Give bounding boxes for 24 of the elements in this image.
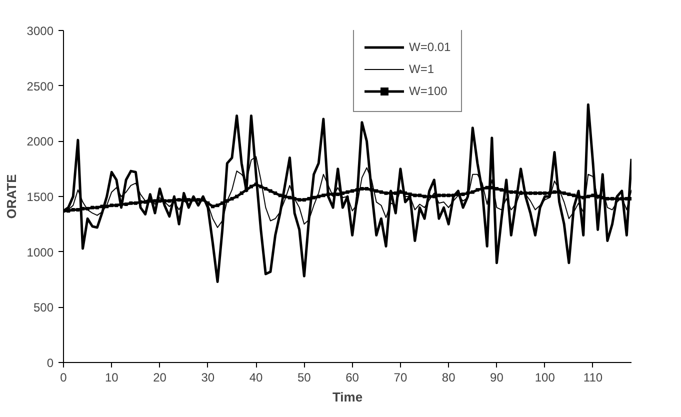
x-tick-label: 30 [201, 370, 215, 384]
y-tick-label: 0 [46, 356, 54, 370]
legend-label: W=1 [409, 62, 434, 76]
x-tick-label: 10 [104, 370, 119, 384]
x-tick-label: 100 [534, 370, 556, 384]
y-tick-label: 3000 [26, 24, 54, 38]
x-tick-label: 90 [490, 370, 504, 384]
legend-label: W=0.01 [409, 40, 451, 54]
y-axis-title: ORATE [4, 174, 19, 219]
y-tick-label: 2500 [26, 79, 54, 94]
x-tick-label: 20 [153, 370, 167, 384]
x-tick-label: 60 [346, 370, 360, 384]
y-tick-label: 1500 [26, 190, 54, 204]
y-tick-label: 2000 [26, 134, 54, 149]
x-tick-label: 40 [249, 370, 264, 384]
x-tick-label: 110 [583, 370, 603, 384]
x-tick-label: 80 [442, 370, 456, 384]
x-tick-label: 50 [298, 370, 312, 384]
legend-label: W=100 [409, 84, 448, 98]
x-tick-label: 0 [60, 370, 68, 384]
y-tick-label: 500 [33, 300, 54, 315]
y-tick-label: 1000 [26, 245, 54, 260]
x-tick-label: 70 [394, 370, 408, 384]
x-axis-title: Time [332, 390, 363, 404]
